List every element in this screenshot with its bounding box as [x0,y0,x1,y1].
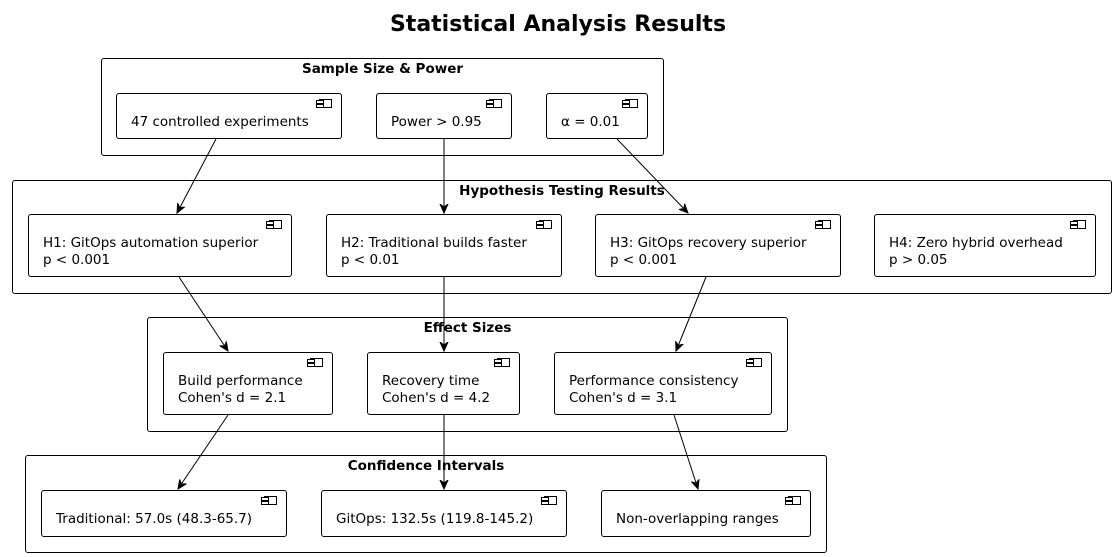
node-h3: H3: GitOps recovery superior p < 0.001 [595,214,841,277]
node-label-line1: Recovery time [382,373,480,389]
component-icon [316,99,332,108]
component-icon [541,496,557,505]
node-label-line1: Build performance [178,373,303,389]
package-hypothesis-testing: Hypothesis Testing Results [12,180,1112,294]
node-label: GitOps: 132.5s (119.8-145.2) [336,511,534,527]
component-icon [266,220,282,229]
node-label: H1: GitOps automation superior p < 0.001 [43,235,258,269]
node-label-line1: Performance consistency [569,373,739,389]
node-label: α = 0.01 [561,114,620,130]
node-non-overlapping: Non-overlapping ranges [601,490,811,537]
component-icon [815,220,831,229]
node-experiments: 47 controlled experiments [116,93,342,139]
package-label: Confidence Intervals [347,458,505,474]
node-alpha: α = 0.01 [546,93,648,139]
package-sample-size-power: Sample Size & Power [101,58,664,156]
node-power: Power > 0.95 [376,93,512,139]
component-icon [486,99,502,108]
node-traditional-ci: Traditional: 57.0s (48.3-65.7) [41,490,287,537]
node-label: H4: Zero hybrid overhead p > 0.05 [889,235,1063,269]
package-effect-sizes: Effect Sizes [147,317,788,432]
node-label-line2: p < 0.001 [43,252,111,268]
node-label: H2: Traditional builds faster p < 0.01 [341,235,527,269]
node-label: Build performance Cohen's d = 2.1 [178,373,303,407]
node-h4: H4: Zero hybrid overhead p > 0.05 [874,214,1096,277]
node-label: Performance consistency Cohen's d = 3.1 [569,373,738,407]
node-label-line2: p < 0.01 [341,252,400,268]
node-gitops-ci: GitOps: 132.5s (119.8-145.2) [321,490,567,537]
component-icon [785,496,801,505]
node-label: Power > 0.95 [391,114,482,130]
node-performance-consistency: Performance consistency Cohen's d = 3.1 [554,352,772,415]
component-icon [1070,220,1086,229]
node-label-line1: H3: GitOps recovery superior [610,235,807,251]
component-icon [307,358,323,367]
node-build-performance: Build performance Cohen's d = 2.1 [163,352,333,415]
node-label-line2: Cohen's d = 4.2 [382,390,491,406]
node-label: Non-overlapping ranges [616,511,779,527]
component-icon [536,220,552,229]
node-label-line2: Cohen's d = 3.1 [569,390,678,406]
component-icon [746,358,762,367]
node-recovery-time: Recovery time Cohen's d = 4.2 [367,352,520,415]
package-label: Effect Sizes [423,320,512,336]
component-icon [494,358,510,367]
node-label-line1: H4: Zero hybrid overhead [889,235,1063,251]
node-label-line2: p < 0.001 [610,252,678,268]
node-label: 47 controlled experiments [131,114,309,130]
package-label: Sample Size & Power [301,61,464,77]
node-label: Traditional: 57.0s (48.3-65.7) [56,511,253,527]
node-label: Recovery time Cohen's d = 4.2 [382,373,490,407]
node-label-line2: p > 0.05 [889,252,948,268]
component-icon [261,496,277,505]
package-confidence-intervals: Confidence Intervals [25,455,827,553]
node-h2: H2: Traditional builds faster p < 0.01 [326,214,562,277]
node-label-line1: H2: Traditional builds faster [341,235,527,251]
component-icon [622,99,638,108]
node-label-line2: Cohen's d = 2.1 [178,390,287,406]
node-label: H3: GitOps recovery superior p < 0.001 [610,235,807,269]
node-label-line1: H1: GitOps automation superior [43,235,259,251]
node-h1: H1: GitOps automation superior p < 0.001 [28,214,292,277]
package-label: Hypothesis Testing Results [459,183,665,199]
diagram-title: Statistical Analysis Results [389,12,727,37]
